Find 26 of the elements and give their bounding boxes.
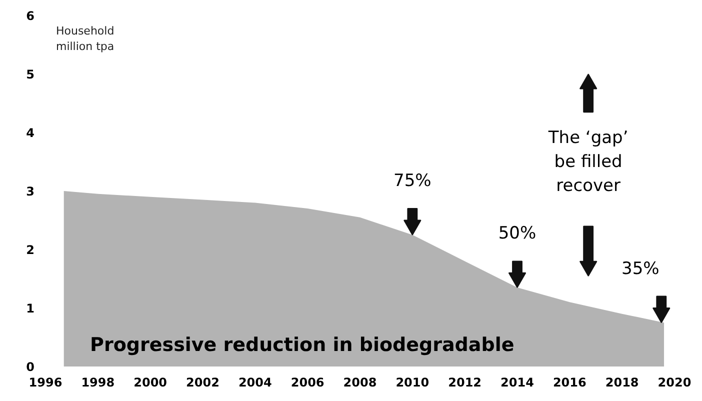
y-tick-label: 1 (26, 302, 35, 316)
x-tick-label: 2008 (343, 376, 377, 390)
x-tick-label: 2004 (238, 376, 272, 390)
x-tick-label: 2014 (500, 376, 534, 390)
annotation: 35% (622, 258, 660, 279)
y-tick-label: 3 (26, 184, 35, 198)
annotation: The ‘gap’ be filled recover (547, 128, 628, 196)
annotation: 50% (498, 224, 536, 244)
y-tick-label: 2 (26, 243, 35, 257)
y-tick-label: 6 (26, 9, 35, 23)
x-tick-label: 2018 (605, 376, 639, 390)
y-tick-label: 4 (26, 126, 35, 140)
y-axis-title: Household million tpa (56, 24, 114, 53)
x-tick-label: 2000 (134, 376, 168, 390)
x-tick-label: 1998 (81, 376, 115, 390)
x-tick-label: 2010 (396, 376, 430, 390)
x-tick-label: 2020 (658, 376, 692, 390)
x-tick-label: 1996 (28, 376, 62, 390)
x-tick-label: 2012 (448, 376, 482, 390)
x-tick-label: 2002 (186, 376, 220, 390)
x-tick-label: 2006 (290, 376, 324, 390)
annotation: Progressive reduction in biodegradable (90, 334, 514, 356)
annotation: 75% (394, 171, 432, 191)
y-tick-label: 5 (26, 68, 35, 82)
x-tick-label: 2016 (552, 376, 586, 390)
y-tick-label: 0 (26, 360, 35, 374)
